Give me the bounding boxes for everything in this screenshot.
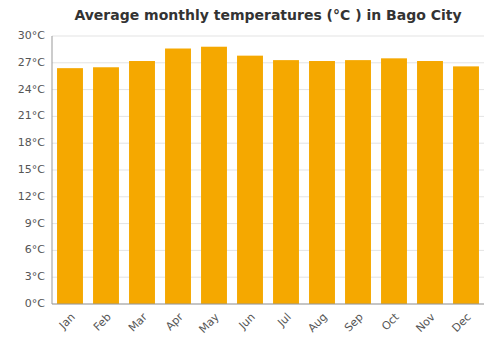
y-tick-label: 15°C — [18, 163, 45, 176]
x-axis-line — [52, 304, 484, 305]
y-tick-label: 6°C — [25, 243, 45, 256]
chart-container: 0°C 3°C 6°C 9°C 12°C 15°C 18°C 21°C 24°C 27°C 30°C… — [0, 0, 500, 350]
x-tick-label: Jun — [236, 311, 258, 333]
bars — [57, 47, 479, 304]
bar — [165, 49, 191, 304]
grid — [52, 36, 484, 304]
y-tick-label: 21°C — [18, 109, 45, 122]
x-tick-label: Mar — [126, 310, 150, 334]
title: Average monthly temperatures (°C ) in Ba… — [74, 7, 461, 23]
x-tick-label: Oct — [379, 310, 402, 333]
chart: 0°C 3°C 6°C 9°C 12°C 15°C 18°C 21°C 24°C 27°C 30°C… — [0, 0, 500, 350]
bar — [237, 56, 263, 304]
bar — [345, 60, 371, 304]
x-tick-label: May — [196, 310, 222, 336]
y-tick-label: 9°C — [25, 217, 45, 230]
bar — [417, 61, 443, 304]
bar — [309, 61, 335, 304]
bar — [201, 47, 227, 304]
x-tick-label: Aug — [305, 311, 329, 335]
y-tick-label: 30°C — [18, 29, 45, 42]
bar — [93, 67, 119, 304]
x-tick-label: Jul — [274, 311, 293, 330]
x-tick-label: Jan — [56, 311, 78, 333]
x-tick-label: Sep — [342, 311, 366, 335]
y-tick-label: 12°C — [18, 190, 45, 203]
x-tick-label: Feb — [91, 311, 114, 334]
grid-line — [52, 304, 484, 305]
y-tick-label: 3°C — [25, 270, 45, 283]
y-tick-label: 18°C — [18, 136, 45, 149]
x-tick-label: Dec — [450, 311, 474, 335]
bar — [381, 58, 407, 304]
grid-line — [52, 36, 484, 37]
x-tick-label: Apr — [163, 310, 186, 333]
bar — [453, 66, 479, 304]
y-tick-label: 24°C — [18, 83, 45, 96]
y-tick-label: 27°C — [18, 56, 45, 69]
bar — [129, 61, 155, 304]
x-tick-label: Nov — [413, 310, 438, 335]
bar — [57, 68, 83, 304]
y-tick-label: 0°C — [25, 297, 45, 310]
y-axis-line — [52, 36, 53, 304]
bar — [273, 60, 299, 304]
